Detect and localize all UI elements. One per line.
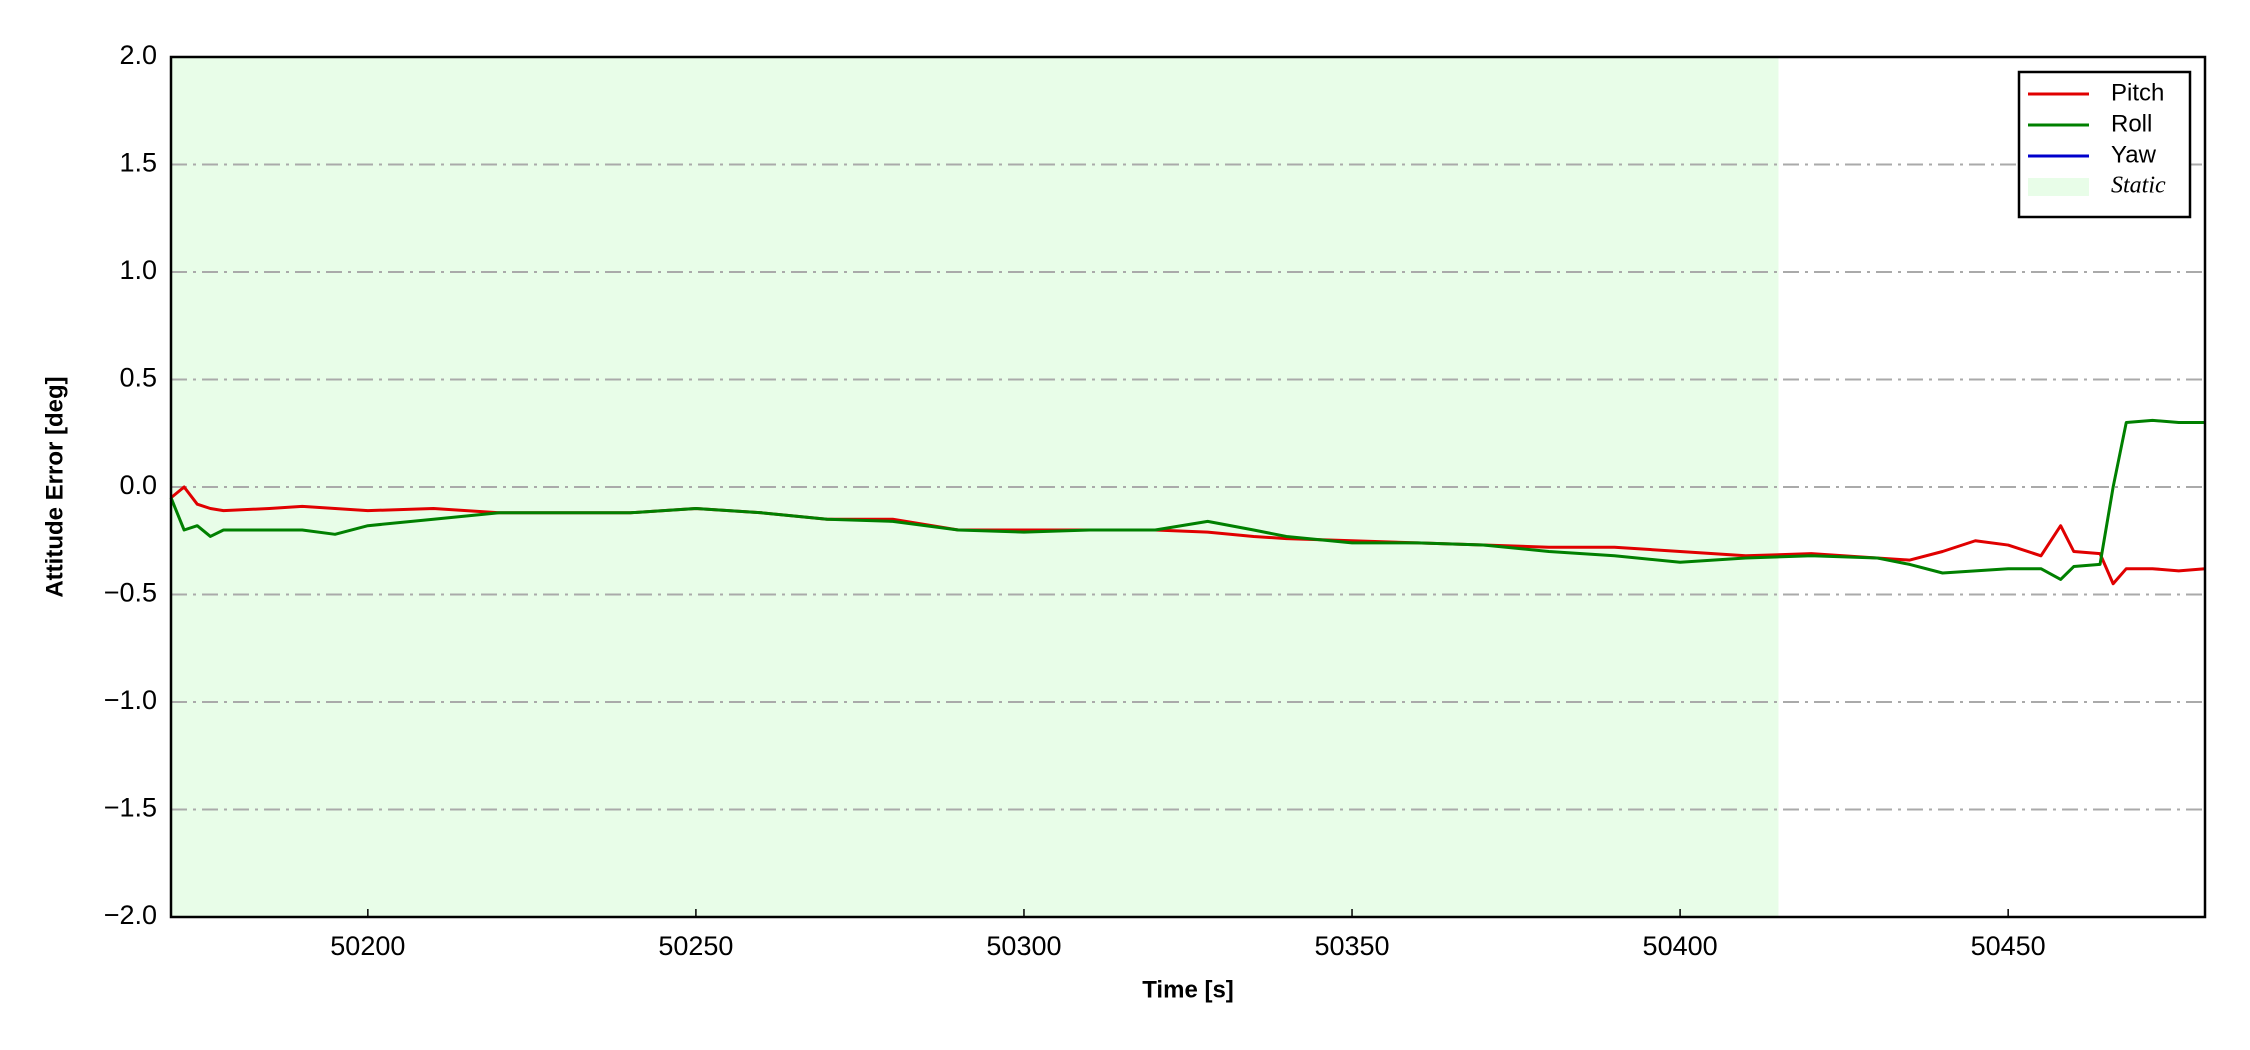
plot-frame: [169, 55, 2207, 919]
y-tick-label: 1.0: [119, 255, 157, 285]
y-tick-label: 2.0: [119, 40, 157, 70]
y-tick-label: −1.5: [104, 793, 157, 823]
y-tick-label: 0.0: [119, 470, 157, 500]
y-tick-label: −0.5: [104, 578, 157, 608]
legend-label: Roll: [2111, 110, 2152, 137]
y-tick-label: 0.5: [119, 363, 157, 393]
legend-label: Yaw: [2111, 141, 2157, 168]
series-line: [170, 485, 2206, 586]
legend-label: Static: [2111, 173, 2166, 199]
legend-label: Pitch: [2111, 79, 2164, 106]
y-axis-title: Attitude Error [deg]: [41, 376, 68, 597]
y-tick-label: 1.5: [119, 148, 157, 178]
x-tick-label: 50250: [658, 931, 733, 961]
legend-swatch: [2028, 178, 2089, 196]
x-tick-label: 50300: [986, 931, 1061, 961]
x-axis-title: Time [s]: [1142, 976, 1234, 1003]
y-tick-label: −1.0: [104, 685, 157, 715]
x-tick-label: 50200: [330, 931, 405, 961]
series-line: [169, 418, 2205, 581]
x-tick-label: 50400: [1643, 931, 1718, 961]
x-tick-label: 50350: [1314, 931, 1389, 961]
x-tick-label: 50450: [1971, 931, 2046, 961]
y-tick-label: −2.0: [104, 900, 157, 930]
